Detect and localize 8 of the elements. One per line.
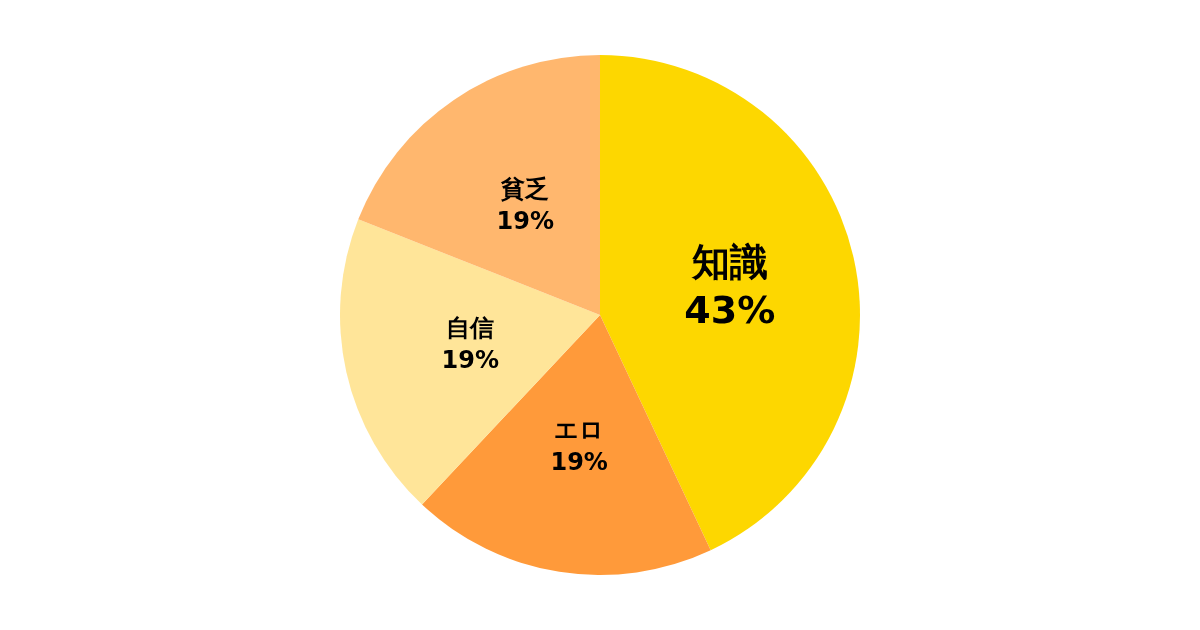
slice-label: エロ <box>554 416 605 445</box>
slice-label: 知識 <box>690 239 768 284</box>
data-label: 19% <box>550 448 608 477</box>
slice-label: 貧乏 <box>500 175 550 203</box>
slice-label: 自信 <box>446 314 495 343</box>
data-label: 19% <box>441 346 499 375</box>
data-label: 43% <box>684 287 776 332</box>
data-label: 19% <box>496 207 554 235</box>
